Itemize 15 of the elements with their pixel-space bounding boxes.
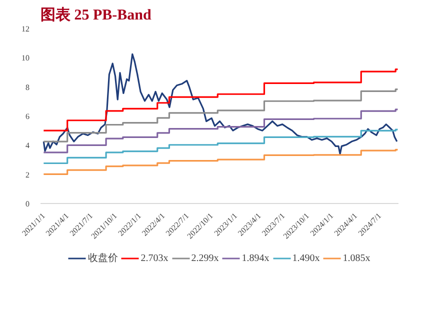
legend-label: 收盘价 (88, 252, 118, 265)
legend-label: 1.085x (342, 252, 370, 264)
line-series (42, 53, 398, 155)
y-tick-label: 6 (26, 112, 30, 121)
legend-label: 1.490x (292, 252, 320, 264)
legend-label: 2.703x (140, 252, 168, 264)
y-tick-label: 2 (26, 170, 30, 180)
y-tick-label: 8 (26, 82, 30, 92)
y-tick-label: 12 (22, 24, 30, 34)
legend-label: 2.299x (191, 252, 219, 264)
legend-label: 1.894x (242, 252, 270, 264)
y-tick-label: 0 (26, 200, 30, 208)
chart-title: 图表 25 PB-Band (40, 6, 152, 24)
y-tick-label: 10 (22, 54, 30, 63)
y-tick-label: 4 (26, 141, 30, 150)
